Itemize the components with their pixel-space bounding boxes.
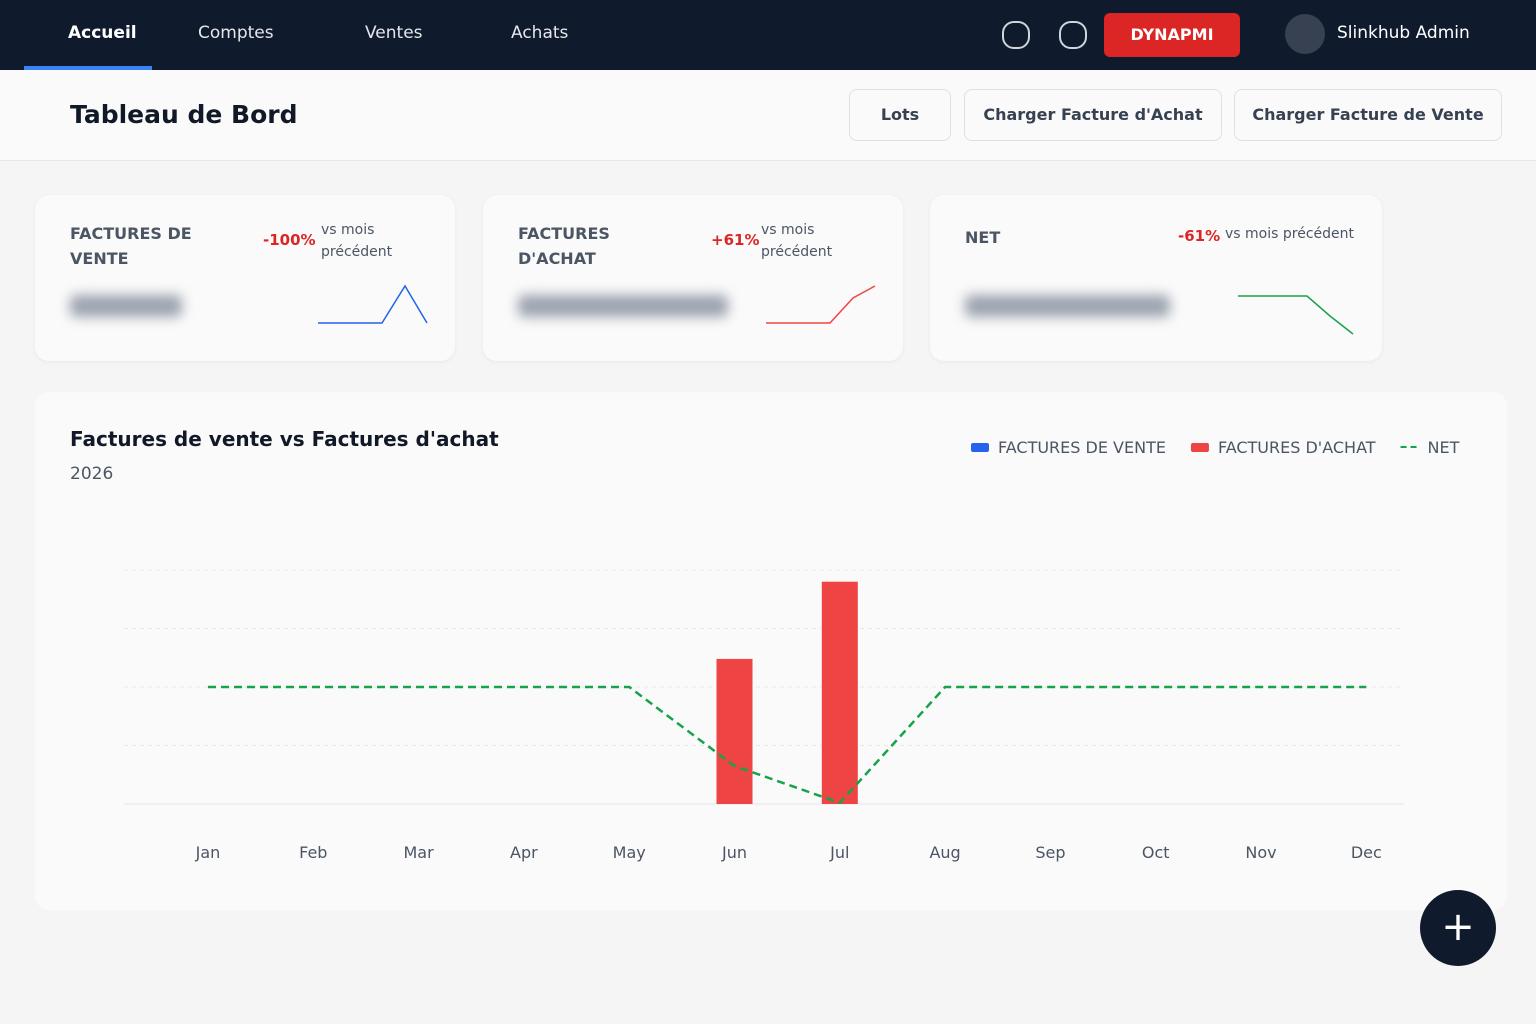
- x-tick-label: Dec: [1351, 843, 1382, 862]
- x-tick-label: Apr: [510, 843, 538, 862]
- nav-item[interactable]: Ventes: [365, 23, 423, 43]
- sparkline: [318, 284, 428, 324]
- nav-item[interactable]: Accueil: [68, 23, 137, 43]
- x-tick-label: May: [613, 843, 646, 862]
- x-tick-label: Aug: [929, 843, 960, 862]
- x-tick-label: Oct: [1142, 843, 1170, 862]
- x-tick-label: Nov: [1245, 843, 1276, 862]
- badge[interactable]: DYNAPMI: [1104, 13, 1240, 57]
- card-title: FACTURES D'ACHAT: [518, 224, 610, 268]
- bar: [716, 658, 753, 804]
- x-tick-label: Jan: [195, 843, 221, 862]
- x-tick-label: Sep: [1035, 843, 1065, 862]
- button[interactable]: Charger Facture de Vente: [1234, 89, 1502, 141]
- kpi-card: FACTURES D'ACHAT +61% vs mois précédent: [483, 195, 903, 361]
- help-icon[interactable]: [1059, 21, 1087, 49]
- chart-subtitle: 2026: [70, 464, 113, 484]
- card-title: NET: [965, 228, 1001, 247]
- legend-label: FACTURES D'ACHAT: [1218, 438, 1376, 457]
- avatar[interactable]: [1285, 14, 1325, 54]
- x-tick-label: Mar: [404, 843, 435, 862]
- header: Tableau de Bord Lots Charger Facture d'A…: [0, 70, 1536, 161]
- card-note: vs mois précédent: [1225, 226, 1354, 242]
- card-note: vs mois précédent: [321, 222, 393, 260]
- chart-title: Factures de vente vs Factures d'achat: [70, 427, 499, 451]
- legend-label: NET: [1428, 438, 1460, 457]
- x-tick-label: Jul: [829, 843, 849, 862]
- page-title: Tableau de Bord: [70, 100, 298, 129]
- chart: Factures de vente vs Factures d'achat 20…: [35, 392, 1507, 910]
- legend-swatch: [971, 443, 989, 452]
- settings-icon[interactable]: [1002, 21, 1030, 49]
- card-title: FACTURES DE VENTE: [70, 224, 192, 268]
- x-tick-label: Jun: [721, 843, 747, 862]
- sparkline: [766, 285, 876, 324]
- card-note: vs mois précédent: [761, 222, 833, 260]
- button[interactable]: Charger Facture d'Achat: [964, 89, 1222, 141]
- card-change: +61%: [711, 231, 760, 249]
- button[interactable]: Lots: [849, 89, 951, 141]
- fab-button[interactable]: +: [1420, 890, 1496, 966]
- nav-bar: Accueil Comptes Ventes Achats DYNAPMI Sl…: [0, 0, 1536, 70]
- card-change: -100%: [263, 231, 316, 249]
- blurred-value: [518, 295, 728, 317]
- kpi-card: NET -61% vs mois précédent: [930, 195, 1382, 361]
- x-tick-label: Feb: [299, 843, 327, 862]
- kpi-card: FACTURES DE VENTE -100% vs mois précéden…: [35, 195, 455, 361]
- net-line: [208, 685, 1367, 805]
- user-name[interactable]: Slinkhub Admin: [1337, 23, 1470, 43]
- legend-swatch: [1190, 443, 1209, 452]
- sparkline: [1238, 295, 1354, 335]
- legend-label: FACTURES DE VENTE: [998, 438, 1166, 457]
- blurred-value: [70, 295, 182, 317]
- nav-item[interactable]: Achats: [511, 23, 569, 43]
- nav-item[interactable]: Comptes: [198, 23, 274, 43]
- active-indicator: [24, 66, 152, 70]
- blurred-value: [965, 295, 1170, 317]
- bar: [821, 581, 858, 804]
- card-change: -61%: [1178, 227, 1221, 245]
